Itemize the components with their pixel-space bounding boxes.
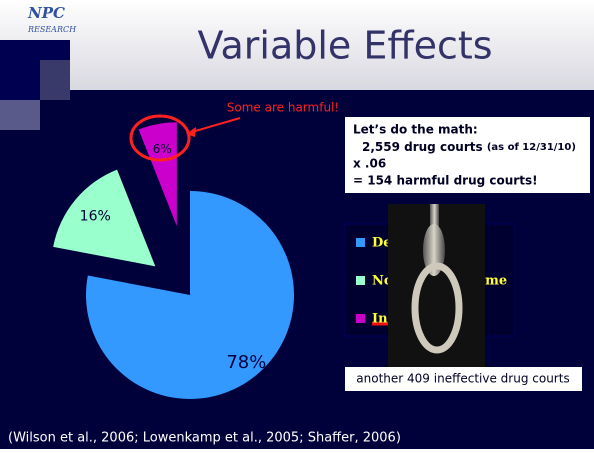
math-line: 2,559 drug courts bbox=[362, 140, 483, 154]
note-box bbox=[345, 367, 582, 391]
decor-block bbox=[0, 100, 40, 130]
math-line: Let’s do the math: bbox=[353, 123, 478, 137]
pie-slice bbox=[85, 191, 294, 400]
math-box bbox=[345, 117, 590, 193]
math-line: = 154 harmful drug courts! bbox=[353, 174, 538, 188]
pie-slice bbox=[138, 122, 177, 227]
note: another 409 ineffective drug courts bbox=[356, 372, 569, 386]
math-note: (as of 12/31/10) bbox=[487, 142, 576, 153]
decor-block bbox=[40, 60, 70, 100]
legend-swatch bbox=[356, 238, 365, 247]
annotation: Some are harmful! bbox=[227, 101, 339, 115]
highlight-circle bbox=[129, 114, 191, 162]
math-line: x .06 bbox=[353, 157, 386, 171]
pie-slice bbox=[53, 169, 156, 267]
slide-title: Variable Effects bbox=[197, 24, 492, 68]
value-label: 16% bbox=[80, 209, 111, 225]
citation: (Wilson et al., 2006; Lowenkamp et al., … bbox=[8, 431, 401, 446]
math-line: 2,559 drug courts (as of 12/31/10) bbox=[362, 140, 576, 154]
arrowhead bbox=[186, 127, 196, 137]
legend-swatch bbox=[356, 314, 365, 323]
value-label: 78% bbox=[226, 352, 266, 373]
legend-swatch bbox=[356, 276, 365, 285]
noose-image bbox=[388, 204, 485, 370]
value-label: 6% bbox=[153, 142, 172, 156]
loop bbox=[411, 262, 463, 354]
logo-bottom: RESEARCH bbox=[27, 25, 77, 34]
logo-top: NPC bbox=[27, 4, 65, 22]
pie: 78% 16% 6% bbox=[53, 122, 294, 400]
arrow bbox=[191, 117, 241, 133]
title-band bbox=[0, 0, 594, 90]
